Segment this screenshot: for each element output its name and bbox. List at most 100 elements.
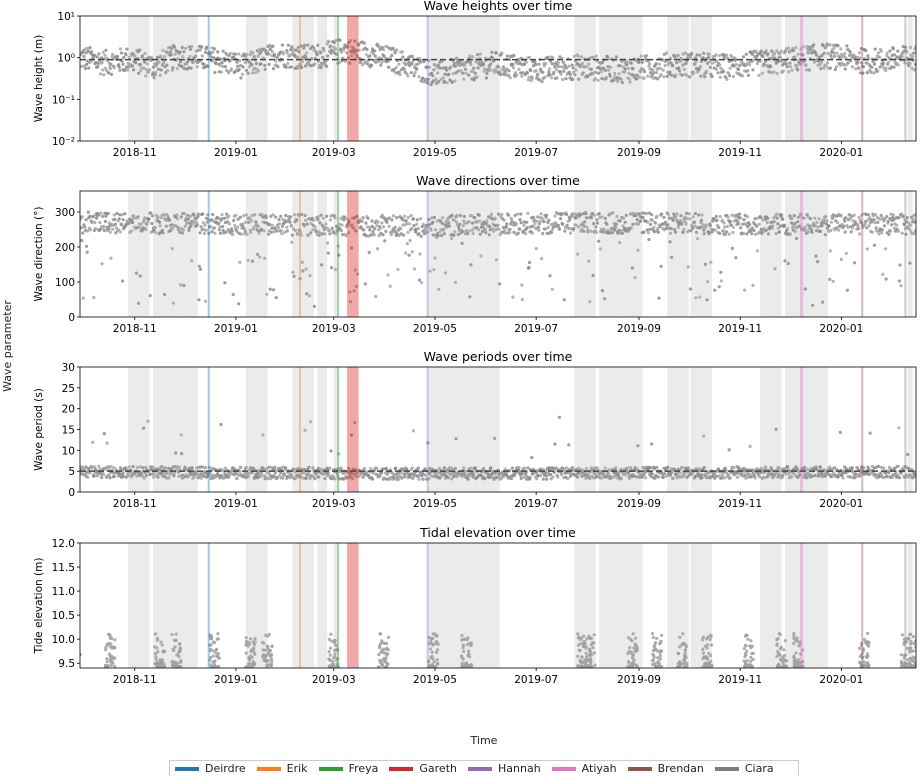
data-point [629, 466, 633, 470]
data-point [576, 252, 580, 256]
data-point [485, 71, 489, 76]
data-point [562, 467, 566, 471]
data-point [681, 230, 685, 234]
data-point [118, 230, 122, 234]
data-point [568, 217, 572, 222]
data-point [776, 226, 780, 230]
data-point [720, 218, 725, 222]
data-point [466, 232, 470, 236]
data-point [704, 223, 709, 227]
data-point [589, 216, 594, 220]
data-point [494, 51, 498, 55]
data-point [619, 229, 623, 233]
data-point [81, 296, 85, 300]
data-point [505, 54, 509, 58]
data-point [156, 650, 160, 654]
data-point [376, 220, 380, 224]
data-point [436, 71, 440, 75]
data-point [786, 261, 790, 266]
data-point [116, 55, 120, 59]
data-point [300, 212, 304, 216]
data-point [407, 222, 412, 226]
data-point [780, 467, 784, 471]
data-point [242, 226, 246, 231]
gray-band [806, 191, 829, 317]
data-point [203, 223, 207, 227]
data-point [594, 70, 598, 74]
data-point [746, 475, 750, 480]
data-point [784, 472, 788, 476]
data-point [155, 662, 159, 666]
data-point [509, 216, 513, 220]
data-point [200, 45, 204, 49]
data-point [845, 44, 849, 48]
data-point [290, 240, 294, 244]
data-point [882, 466, 886, 470]
data-point [546, 225, 550, 230]
data-point [172, 471, 177, 475]
y-tick-label: 30 [62, 362, 75, 374]
data-point [617, 470, 621, 474]
gray-band [434, 367, 457, 492]
data-point [154, 70, 158, 75]
data-point [328, 466, 332, 470]
data-point [467, 220, 471, 224]
data-point [470, 228, 474, 232]
data-point [490, 227, 495, 231]
data-point [237, 302, 241, 306]
data-point [307, 465, 311, 469]
data-point [629, 61, 633, 65]
data-point [270, 644, 274, 648]
data-point [175, 213, 179, 217]
data-point [235, 230, 239, 234]
data-point [708, 65, 712, 69]
gray-band [333, 191, 339, 317]
data-point [614, 225, 618, 230]
data-point [867, 473, 871, 477]
data-point [759, 49, 763, 53]
data-point [286, 61, 290, 66]
data-point [206, 64, 210, 68]
data-point [255, 252, 260, 256]
data-point [788, 232, 793, 236]
data-point [547, 67, 552, 71]
data-point [783, 259, 787, 263]
data-point [338, 38, 342, 42]
data-point [359, 225, 363, 229]
data-point [900, 54, 904, 59]
data-point [333, 268, 337, 272]
data-point [139, 222, 143, 226]
data-point [425, 65, 429, 69]
data-point [257, 48, 261, 52]
x-tick-label: 2019-09 [617, 323, 661, 335]
data-point [200, 54, 204, 58]
data-point [205, 220, 209, 224]
data-point [100, 475, 104, 480]
data-point [707, 52, 711, 56]
data-point [699, 218, 704, 222]
data-point [852, 213, 856, 217]
data-point [248, 658, 252, 662]
gray-band [176, 367, 198, 492]
data-point [317, 63, 321, 67]
data-point [618, 241, 622, 245]
data-point [350, 471, 354, 475]
data-point [244, 651, 248, 655]
data-point [592, 55, 596, 59]
data-point [270, 226, 274, 230]
data-point [581, 61, 585, 65]
data-point [226, 228, 230, 232]
data-point [530, 455, 534, 460]
data-point [148, 294, 152, 298]
data-point [285, 51, 289, 55]
data-point [708, 224, 712, 228]
data-point [127, 474, 131, 478]
data-point [820, 224, 824, 228]
data-point [365, 47, 369, 52]
data-point [364, 53, 368, 57]
data-point [819, 221, 824, 225]
data-point [131, 52, 135, 56]
data-point [295, 218, 299, 222]
data-point [274, 215, 278, 219]
data-point [625, 63, 629, 67]
